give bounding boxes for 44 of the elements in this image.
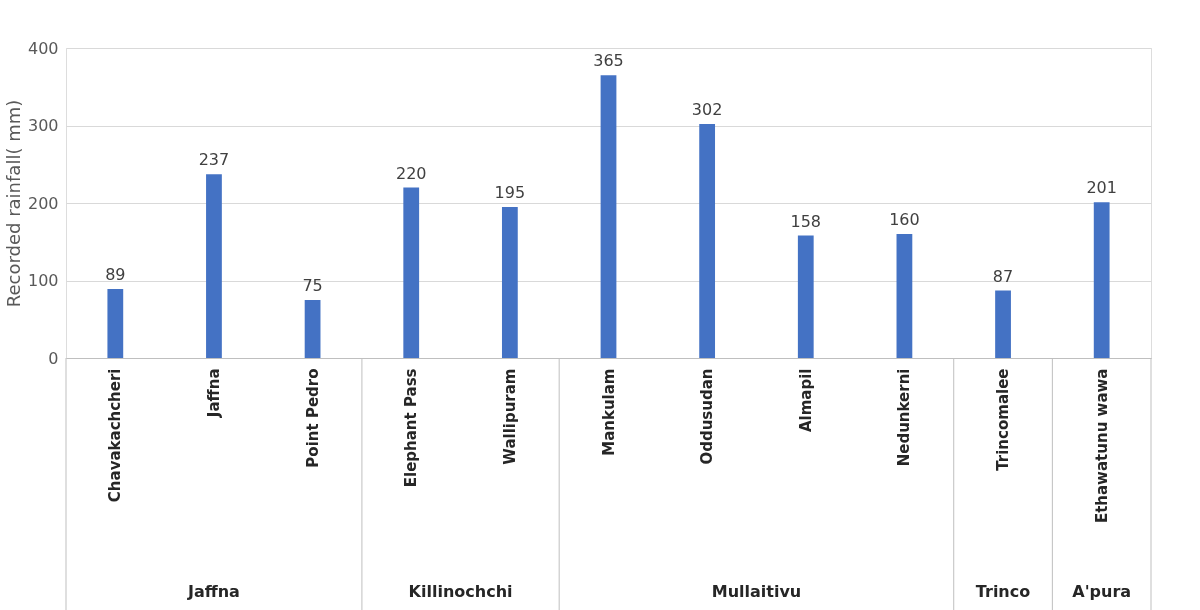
y-tick-label: 100 bbox=[27, 271, 59, 290]
bar bbox=[403, 187, 420, 358]
y-tick-label: 200 bbox=[27, 193, 59, 213]
x-tick-label: Point Pedro bbox=[303, 368, 322, 468]
bar bbox=[206, 174, 222, 358]
y-tick-label: 400 bbox=[27, 38, 59, 58]
text: Trinco bbox=[975, 582, 1031, 601]
bar bbox=[304, 299, 321, 358]
bar bbox=[995, 290, 1011, 358]
data-label: 87 bbox=[992, 266, 1014, 286]
bar bbox=[600, 75, 617, 358]
y-axis-title: Recorded rainfall( mm) bbox=[2, 99, 24, 308]
data-label: 158 bbox=[790, 211, 822, 231]
data-label: 302 bbox=[691, 99, 723, 119]
x-tick-label: Jaffna bbox=[204, 368, 223, 419]
data-label: 75 bbox=[302, 275, 323, 295]
x-tick-label: Mankulam bbox=[599, 368, 618, 456]
data-label: 160 bbox=[889, 210, 920, 229]
data-label: 195 bbox=[494, 182, 526, 202]
x-tick-label: Almapil bbox=[796, 368, 815, 433]
text: A'pura bbox=[1072, 582, 1132, 601]
data-label: 220 bbox=[395, 163, 427, 183]
bar bbox=[501, 206, 518, 358]
x-tick-label: Oddusudan bbox=[698, 368, 717, 465]
data-label: 237 bbox=[198, 150, 230, 170]
x-tick-label: Trincomalee bbox=[994, 368, 1013, 471]
x-tick-label: Nedunkerni bbox=[895, 368, 914, 467]
text: Jaffna bbox=[187, 582, 240, 601]
bar bbox=[699, 123, 716, 358]
text: Killinochchi bbox=[408, 582, 513, 601]
x-tick-label: Ethawatunu wawa bbox=[1092, 368, 1111, 524]
bar bbox=[896, 234, 913, 358]
bar bbox=[797, 235, 814, 358]
bar bbox=[107, 289, 124, 358]
data-label: 89 bbox=[105, 265, 126, 285]
text: Mullaitivu bbox=[711, 582, 802, 601]
x-tick-label: Elephant Pass bbox=[402, 368, 421, 488]
data-label: 201 bbox=[1086, 178, 1117, 198]
y-tick-label: 300 bbox=[27, 116, 59, 135]
bar bbox=[1093, 202, 1110, 358]
x-tick-label: Wallipuram bbox=[500, 368, 519, 465]
x-tick-label: Chavakachcheri bbox=[106, 368, 125, 503]
data-label: 365 bbox=[593, 51, 624, 71]
y-tick-label: 0 bbox=[48, 348, 59, 368]
